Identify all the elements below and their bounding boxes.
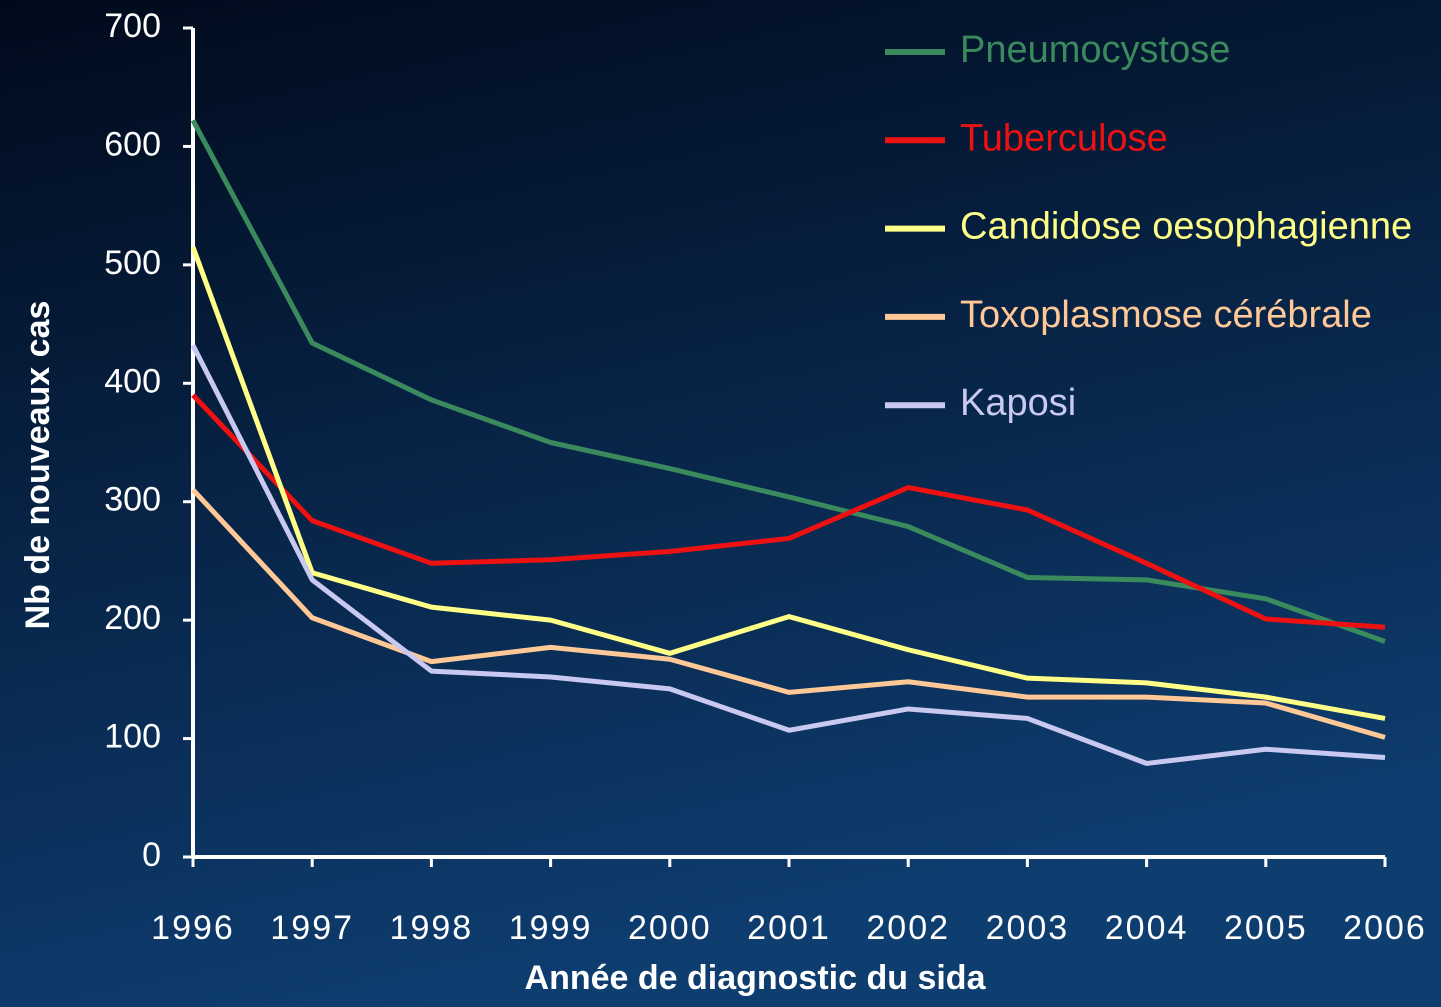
legend-label: Kaposi: [960, 382, 1076, 424]
legend-label: Candidose oesophagienne: [960, 206, 1412, 248]
legend-label: Tuberculose: [960, 117, 1168, 159]
data-line: [191, 393, 1386, 630]
y-tick-label: 400: [104, 362, 161, 400]
x-tick-label: 2004: [1105, 909, 1189, 947]
x-tick-label: 1996: [151, 909, 235, 947]
y-tick-label: 200: [104, 599, 161, 637]
legend-label: Pneumocystose: [960, 29, 1230, 71]
x-tick-label: 1999: [509, 909, 593, 947]
y-tick-label: 100: [104, 718, 161, 756]
y-tick-label: 300: [104, 481, 161, 519]
data-line: [191, 488, 1386, 740]
y-tick-label: 0: [142, 836, 161, 874]
x-tick-label: 2001: [747, 909, 831, 947]
y-axis-label: Nb de nouveaux cas: [19, 301, 57, 630]
legend-label: Toxoplasmose cérébrale: [960, 294, 1372, 336]
data-line: [190, 246, 1386, 721]
x-tick-label: 2002: [866, 909, 950, 947]
x-tick-label: 2006: [1343, 909, 1427, 947]
x-tick-label: 2005: [1224, 909, 1308, 947]
x-tick-label: 2000: [628, 909, 712, 947]
x-tick-label: 2003: [986, 909, 1070, 947]
y-tick-label: 600: [104, 125, 161, 163]
data-line: [190, 119, 1386, 644]
x-tick-label: 1998: [390, 909, 474, 947]
data-line: [190, 344, 1386, 766]
y-tick-label: 500: [104, 244, 161, 282]
x-axis-label: Année de diagnostic du sida: [525, 959, 987, 997]
x-tick-label: 1997: [270, 909, 354, 947]
y-tick-label: 700: [104, 7, 161, 45]
